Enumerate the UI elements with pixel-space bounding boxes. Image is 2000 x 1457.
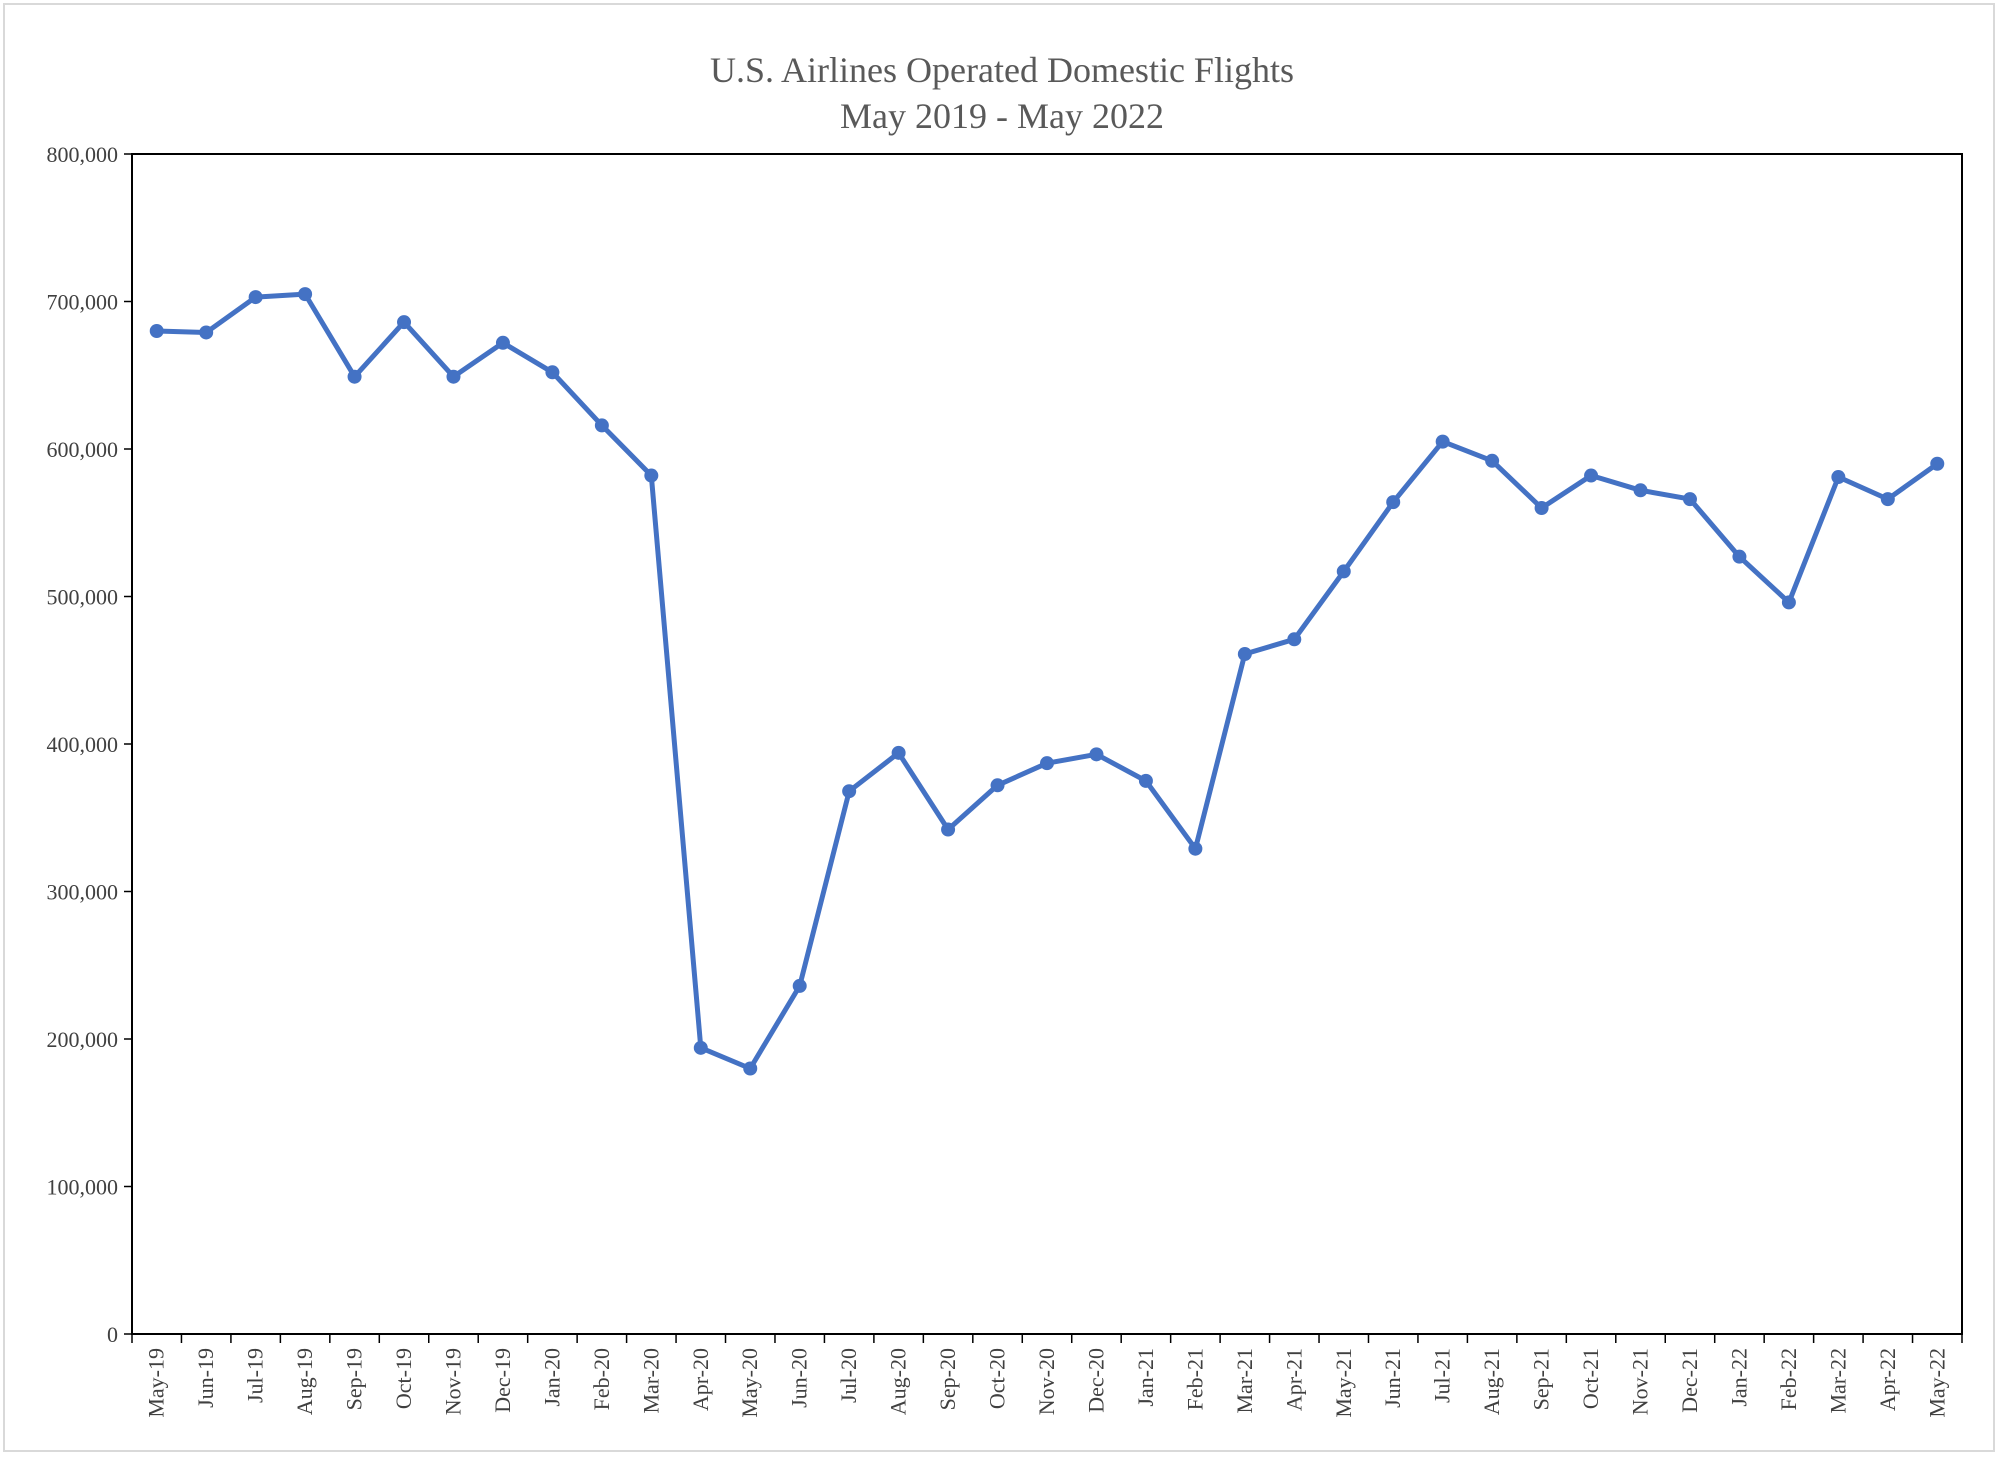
x-tick-label: Dec-20	[1083, 1348, 1108, 1413]
data-point	[990, 778, 1005, 793]
x-tick-label: Jul-19	[243, 1348, 268, 1403]
x-tick-label: Feb-21	[1182, 1348, 1207, 1410]
data-point	[1089, 747, 1104, 762]
x-tick-label: Jun-21	[1380, 1348, 1405, 1408]
x-tick-label: Jun-19	[193, 1348, 218, 1408]
x-tick-label: Nov-20	[1034, 1348, 1059, 1415]
y-axis-ticks: 0 100,000 200,000 300,000 400,000 500,000 600,…	[47, 142, 132, 1347]
data-point	[941, 822, 956, 837]
data-point	[446, 369, 461, 384]
data-point	[1534, 501, 1549, 515]
x-tick-label: Aug-20	[886, 1348, 911, 1415]
x-tick-label: Aug-21	[1479, 1348, 1504, 1415]
data-point	[495, 335, 510, 350]
x-tick-label: Apr-21	[1281, 1348, 1306, 1411]
x-tick-label: Jun-20	[787, 1348, 812, 1408]
x-tick-label: Nov-21	[1628, 1348, 1653, 1415]
y-tick-label: 700,000	[47, 290, 119, 315]
line-chart: U.S. Airlines Operated Domestic Flights …	[47, 50, 1963, 1418]
data-point	[743, 1061, 758, 1076]
y-tick-label: 600,000	[47, 437, 119, 462]
data-point	[149, 324, 164, 338]
x-tick-label: Apr-20	[688, 1348, 713, 1411]
x-tick-label: Mar-22	[1825, 1348, 1850, 1414]
x-tick-label: Jan-21	[1133, 1348, 1158, 1407]
data-point	[397, 315, 412, 330]
data-point	[1682, 492, 1697, 507]
y-tick-label: 500,000	[47, 585, 119, 610]
data-point	[792, 978, 807, 993]
data-point	[1237, 647, 1252, 662]
data-point	[1584, 468, 1599, 483]
x-tick-label: May-21	[1331, 1348, 1356, 1418]
x-axis-ticks: May-19 Jun-19 Jul-19 Aug-19 Sep-19 Oct-19 Nov-…	[131, 1334, 1963, 1418]
data-point	[1435, 434, 1450, 449]
data-point	[842, 784, 857, 799]
data-point	[1781, 595, 1796, 610]
x-tick-label: Jul-20	[836, 1348, 861, 1403]
x-tick-label: Dec-21	[1677, 1348, 1702, 1413]
data-point	[1386, 495, 1401, 510]
x-tick-label: Feb-22	[1776, 1348, 1801, 1410]
data-point	[1831, 470, 1846, 485]
data-point	[347, 369, 362, 384]
x-tick-label: Sep-21	[1529, 1348, 1554, 1410]
data-point	[1336, 564, 1351, 579]
y-tick-label: 200,000	[47, 1027, 119, 1052]
x-tick-label: May-22	[1924, 1348, 1949, 1418]
data-point	[594, 418, 609, 433]
x-tick-label: Mar-21	[1232, 1348, 1257, 1414]
chart-title: U.S. Airlines Operated Domestic Flights	[710, 50, 1294, 90]
x-tick-label: Jul-21	[1430, 1348, 1455, 1403]
plot-area	[131, 153, 1963, 1335]
x-tick-label: Jan-20	[539, 1348, 564, 1407]
x-tick-label: Nov-19	[440, 1348, 465, 1415]
data-point	[891, 745, 906, 760]
series-line	[154, 291, 1940, 1071]
x-tick-label: May-20	[737, 1348, 762, 1418]
y-tick-label: 400,000	[47, 732, 119, 757]
data-point	[1287, 632, 1302, 647]
x-tick-label: Dec-19	[490, 1348, 515, 1413]
data-point	[1880, 492, 1895, 507]
y-tick-label: 100,000	[47, 1175, 119, 1200]
x-tick-label: Sep-19	[342, 1348, 367, 1410]
y-tick-label: 800,000	[47, 142, 119, 167]
x-tick-label: Oct-19	[391, 1348, 416, 1409]
x-tick-label: May-19	[144, 1348, 169, 1418]
data-point	[1732, 549, 1747, 564]
data-point	[248, 290, 263, 305]
x-tick-label: Mar-20	[638, 1348, 663, 1414]
data-point	[1930, 456, 1945, 471]
data-point	[298, 287, 313, 302]
data-point	[693, 1040, 708, 1055]
chart-subtitle: May 2019 - May 2022	[840, 96, 1164, 136]
y-tick-label: 300,000	[47, 880, 119, 905]
data-point	[1138, 773, 1153, 788]
x-tick-label: Aug-19	[292, 1348, 317, 1415]
x-tick-label: Sep-20	[935, 1348, 960, 1410]
x-tick-label: Feb-20	[589, 1348, 614, 1410]
x-tick-label: Oct-20	[985, 1348, 1010, 1409]
x-tick-label: Jan-22	[1726, 1348, 1751, 1407]
data-point	[1188, 841, 1203, 856]
data-point	[199, 325, 214, 340]
x-tick-label: Apr-22	[1875, 1348, 1900, 1411]
data-point	[545, 365, 560, 380]
data-point	[1485, 453, 1500, 468]
series-domestic-flights	[149, 287, 1945, 1076]
y-tick-label: 0	[107, 1322, 118, 1347]
data-point	[644, 468, 659, 483]
x-tick-label: Oct-21	[1578, 1348, 1603, 1409]
chart-frame: U.S. Airlines Operated Domestic Flights …	[3, 3, 1995, 1452]
data-point	[1633, 483, 1648, 498]
data-point	[1040, 756, 1054, 771]
